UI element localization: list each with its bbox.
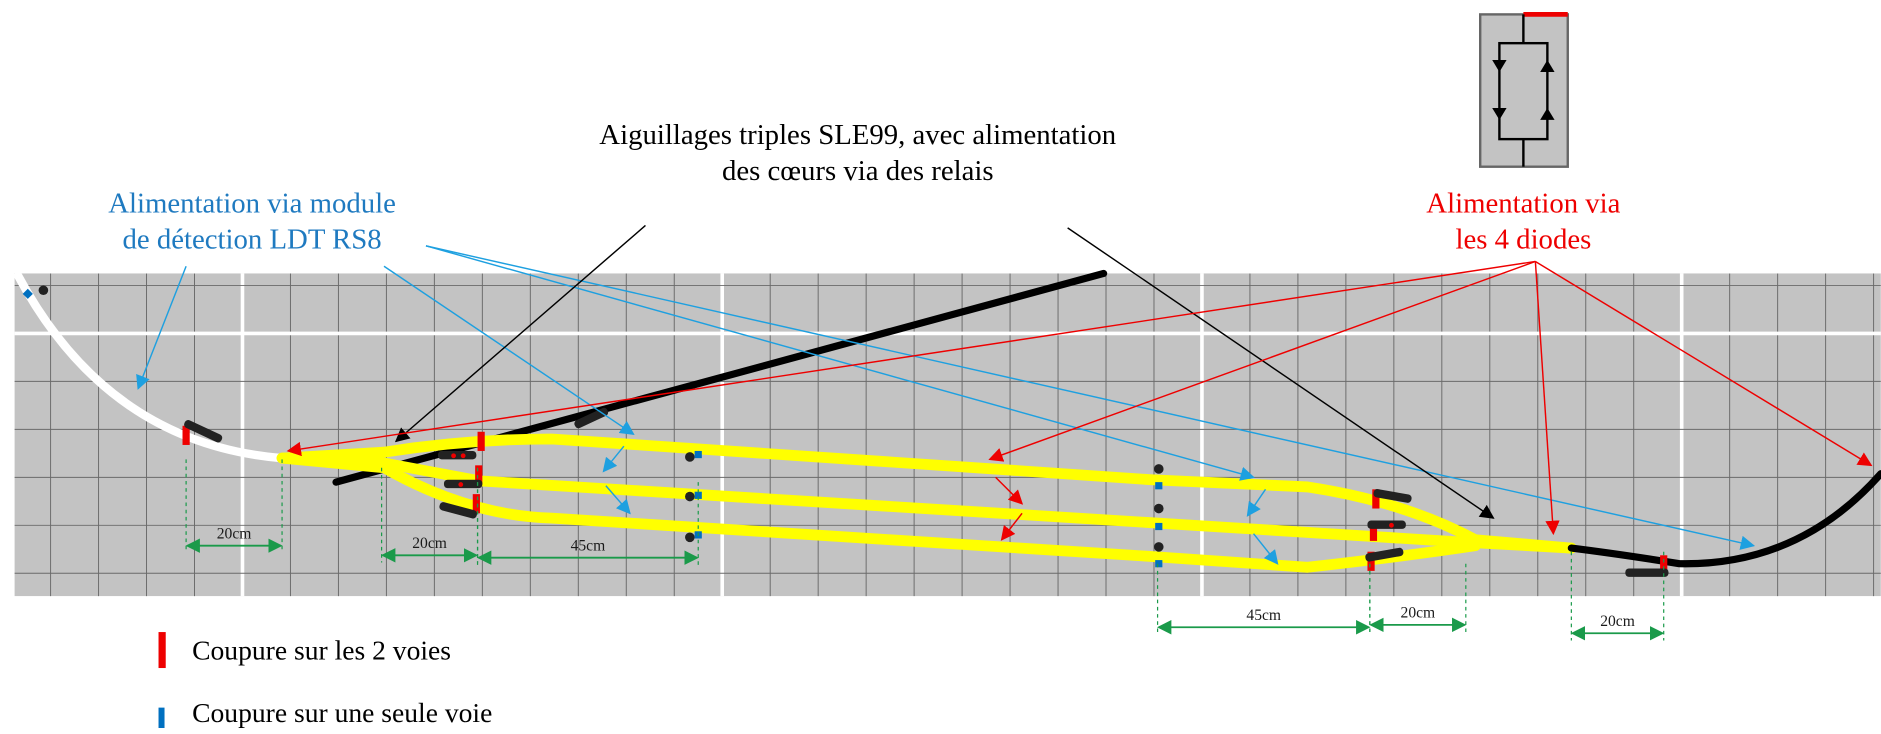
dimension-label: 20cm xyxy=(1600,613,1635,630)
dimension-label: 20cm xyxy=(1401,605,1436,622)
signals xyxy=(38,285,1669,577)
annotation: les 4 diodes xyxy=(1455,223,1591,255)
dimensions: 20cm 20cm 45cm 45cm 20cm 20cm xyxy=(185,459,1665,641)
diode-icon xyxy=(1479,11,1569,168)
dimension-label: 20cm xyxy=(412,535,447,552)
legend-swatch xyxy=(158,632,166,669)
dimension-label: 45cm xyxy=(1246,607,1281,624)
annotation: de détection LDT RS8 xyxy=(123,223,382,255)
pointers xyxy=(136,224,1873,565)
legend-swatch xyxy=(158,707,165,729)
annotation: Alimentation via xyxy=(1426,187,1620,219)
legend-label: Coupure sur les 2 voies xyxy=(192,635,451,666)
legend-label: Coupure sur une seule voie xyxy=(192,697,492,728)
dimension-label: 20cm xyxy=(217,526,252,543)
annotation: Aiguillages triples SLE99, avec alimenta… xyxy=(599,119,1116,151)
annotation: Alimentation via module xyxy=(108,187,396,219)
dimension-label: 45cm xyxy=(571,537,606,554)
annotation: des cœurs via des relais xyxy=(722,155,994,187)
